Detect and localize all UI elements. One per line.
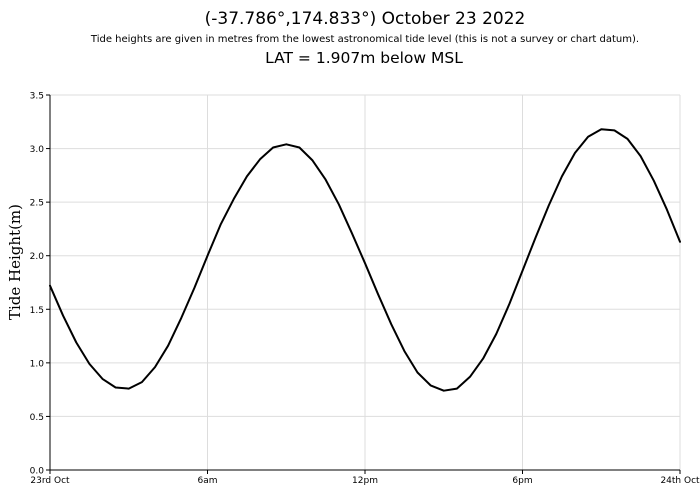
- chart-subtitle: Tide heights are given in metres from th…: [90, 34, 640, 45]
- x-ticks: 23rd Oct 6am 12pm 6pm 24th Oct: [30, 470, 700, 486]
- chart-title: (-37.786°,174.833°) October 23 2022: [204, 9, 526, 29]
- y-tick-label: 1.5: [30, 306, 44, 316]
- series-layer: [49, 128, 681, 392]
- y-tick-label: 2.0: [30, 252, 45, 262]
- x-tick-label: 23rd Oct: [30, 476, 70, 486]
- x-tick-label: 6pm: [512, 476, 532, 486]
- x-tick-label: 6am: [197, 476, 217, 486]
- y-tick-label: 2.5: [30, 199, 44, 209]
- y-tick-label: 0.5: [30, 413, 44, 423]
- y-tick-label: 3.0: [30, 145, 45, 155]
- lat-note: LAT = 1.907m below MSL: [265, 49, 463, 67]
- y-tick-label: 3.5: [30, 92, 44, 102]
- x-tick-label: 24th Oct: [660, 476, 700, 486]
- y-ticks: 0.0 0.5 1.0 1.5 2.0 2.5 3.0 3.5: [30, 92, 50, 477]
- y-axis-label: Tide Height(m): [6, 204, 24, 320]
- x-tick-label: 12pm: [352, 476, 378, 486]
- y-tick-label: 1.0: [30, 359, 45, 369]
- tide-height-line: [49, 128, 681, 392]
- y-tick-label: 0.0: [30, 467, 45, 477]
- grid-lines: [50, 95, 680, 470]
